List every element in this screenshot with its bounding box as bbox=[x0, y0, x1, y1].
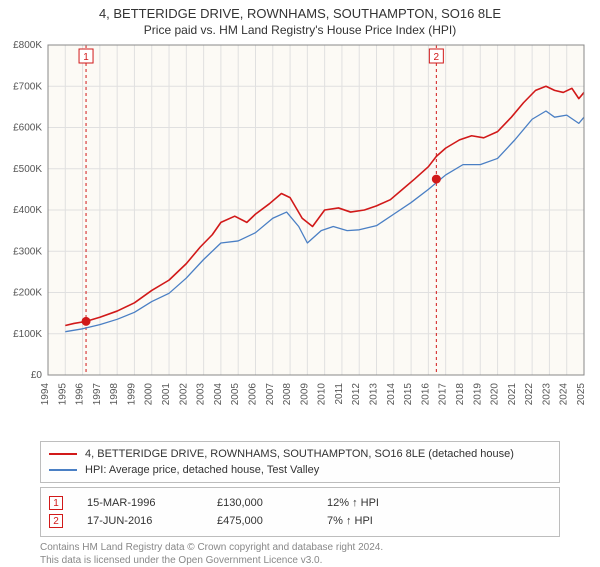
svg-text:2021: 2021 bbox=[507, 383, 518, 406]
attribution-line2: This data is licensed under the Open Gov… bbox=[40, 554, 560, 567]
svg-text:£600K: £600K bbox=[13, 123, 42, 134]
svg-text:1998: 1998 bbox=[109, 383, 120, 406]
legend-row-series1: 4, BETTERIDGE DRIVE, ROWNHAMS, SOUTHAMPT… bbox=[49, 446, 551, 462]
sale-date: 17-JUN-2016 bbox=[87, 515, 217, 527]
sale-marker-icon: 1 bbox=[49, 496, 63, 510]
svg-text:£500K: £500K bbox=[13, 164, 42, 175]
sale-pct: 12% ↑ HPI bbox=[327, 497, 437, 509]
svg-text:2016: 2016 bbox=[420, 383, 431, 406]
legend-row-series2: HPI: Average price, detached house, Test… bbox=[49, 462, 551, 478]
sale-pct: 7% ↑ HPI bbox=[327, 515, 437, 527]
svg-text:2020: 2020 bbox=[490, 383, 501, 406]
attribution-line1: Contains HM Land Registry data © Crown c… bbox=[40, 541, 560, 554]
sale-price: £130,000 bbox=[217, 497, 327, 509]
sale-marker-icon: 2 bbox=[49, 514, 63, 528]
svg-text:2002: 2002 bbox=[178, 383, 189, 406]
svg-text:2000: 2000 bbox=[144, 383, 155, 406]
svg-text:2019: 2019 bbox=[472, 383, 483, 406]
svg-text:2023: 2023 bbox=[541, 383, 552, 406]
svg-text:£0: £0 bbox=[31, 370, 43, 381]
svg-text:2010: 2010 bbox=[317, 383, 328, 406]
legend-swatch-series1 bbox=[49, 453, 77, 455]
sale-price: £475,000 bbox=[217, 515, 327, 527]
svg-text:2018: 2018 bbox=[455, 383, 466, 406]
svg-text:2013: 2013 bbox=[369, 383, 380, 406]
legend-label-series1: 4, BETTERIDGE DRIVE, ROWNHAMS, SOUTHAMPT… bbox=[85, 448, 514, 460]
svg-text:2006: 2006 bbox=[247, 383, 258, 406]
svg-text:2015: 2015 bbox=[403, 383, 414, 406]
svg-text:£800K: £800K bbox=[13, 40, 42, 51]
svg-text:2009: 2009 bbox=[299, 383, 310, 406]
svg-text:1997: 1997 bbox=[92, 383, 103, 406]
chart-area: £0 £100K £200K £300K £400K £500K £600K £700K £80… bbox=[0, 37, 600, 437]
svg-text:£300K: £300K bbox=[13, 246, 42, 257]
svg-text:2003: 2003 bbox=[196, 383, 207, 406]
svg-text:1996: 1996 bbox=[75, 383, 86, 406]
svg-text:2001: 2001 bbox=[161, 383, 172, 406]
svg-text:1994: 1994 bbox=[40, 383, 51, 406]
svg-text:2025: 2025 bbox=[576, 383, 587, 406]
attribution: Contains HM Land Registry data © Crown c… bbox=[40, 541, 560, 567]
legend-box: 4, BETTERIDGE DRIVE, ROWNHAMS, SOUTHAMPT… bbox=[40, 441, 560, 483]
svg-text:1: 1 bbox=[83, 52, 89, 63]
svg-text:1999: 1999 bbox=[126, 383, 137, 406]
svg-text:£400K: £400K bbox=[13, 205, 42, 216]
chart-title: 4, BETTERIDGE DRIVE, ROWNHAMS, SOUTHAMPT… bbox=[0, 6, 600, 21]
svg-text:£100K: £100K bbox=[13, 329, 42, 340]
chart-container: 4, BETTERIDGE DRIVE, ROWNHAMS, SOUTHAMPT… bbox=[0, 0, 600, 560]
svg-text:2012: 2012 bbox=[351, 383, 362, 406]
legend-swatch-series2 bbox=[49, 469, 77, 471]
svg-text:2008: 2008 bbox=[282, 383, 293, 406]
sales-box: 1 15-MAR-1996 £130,000 12% ↑ HPI 2 17-JU… bbox=[40, 487, 560, 537]
sale-row-2: 2 17-JUN-2016 £475,000 7% ↑ HPI bbox=[49, 512, 551, 530]
chart-svg: £0 £100K £200K £300K £400K £500K £600K £700K £80… bbox=[0, 37, 600, 437]
sale-date: 15-MAR-1996 bbox=[87, 497, 217, 509]
svg-text:£700K: £700K bbox=[13, 81, 42, 92]
svg-text:1995: 1995 bbox=[57, 383, 68, 406]
svg-text:£200K: £200K bbox=[13, 288, 42, 299]
svg-text:2004: 2004 bbox=[213, 383, 224, 406]
svg-text:2011: 2011 bbox=[334, 383, 345, 405]
svg-text:2: 2 bbox=[434, 52, 440, 63]
svg-text:2007: 2007 bbox=[265, 383, 276, 406]
chart-subtitle: Price paid vs. HM Land Registry's House … bbox=[0, 23, 600, 37]
svg-text:2014: 2014 bbox=[386, 383, 397, 406]
svg-text:2005: 2005 bbox=[230, 383, 241, 406]
svg-text:2017: 2017 bbox=[438, 383, 449, 406]
legend-label-series2: HPI: Average price, detached house, Test… bbox=[85, 464, 319, 476]
title-block: 4, BETTERIDGE DRIVE, ROWNHAMS, SOUTHAMPT… bbox=[0, 0, 600, 37]
svg-text:2022: 2022 bbox=[524, 383, 535, 406]
svg-text:2024: 2024 bbox=[559, 383, 570, 406]
sale-row-1: 1 15-MAR-1996 £130,000 12% ↑ HPI bbox=[49, 494, 551, 512]
